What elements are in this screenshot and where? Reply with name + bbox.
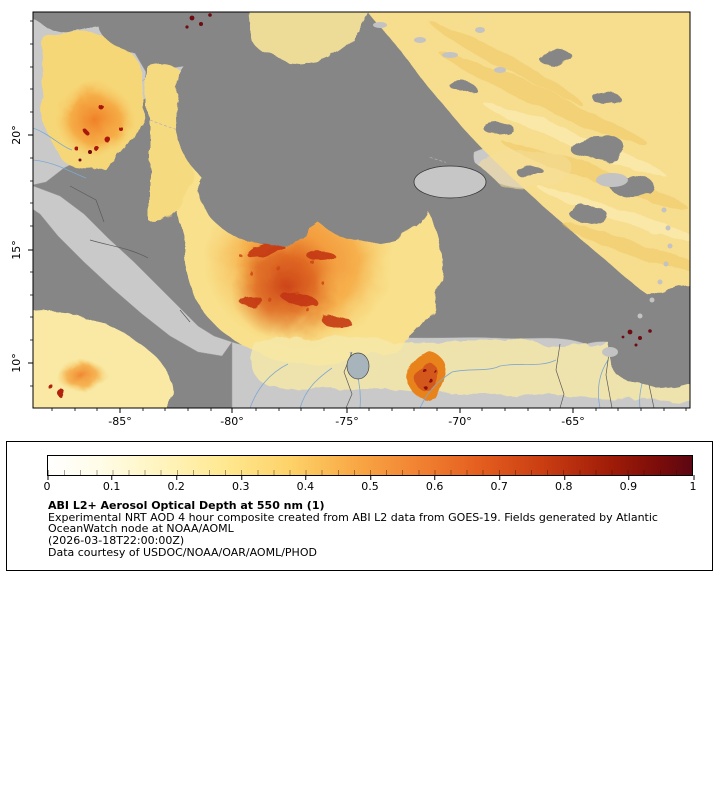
x-tick-label-2: -75° [335,415,358,428]
colorbar-tick-10: 1 [689,475,697,493]
outlined-cloud-patch [413,165,487,199]
colorbar-tick-3: 0.3 [232,475,250,493]
colorbar-tick-4: 0.4 [296,475,315,493]
legend-panel: 0 0.1 0.2 0.3 0.4 0.5 0.6 0.7 0.8 0.9 1 … [6,441,713,571]
small-islands [373,22,673,357]
legend-description: Experimental NRT AOD 4 hour composite cr… [48,510,658,535]
legend-timestamp: (2026-03-18T22:00:00Z) [48,533,185,547]
aod-plume-red-streaks [238,241,351,327]
colorbar-segment-ticks [48,470,692,475]
land-puerto-rico [596,173,628,187]
extreme-aod-specks [78,13,652,347]
colorbar-tick-8: 0.8 [555,475,573,493]
lake-maracaibo [346,352,370,380]
aod-yucatan-orange-core [55,82,135,158]
aod-topcenter-field [246,12,369,64]
legend-title: ABI L2+ Aerosol Optical Depth at 550 nm … [48,499,325,512]
aod-venezuela-blob [408,352,448,400]
colorbar-tick-5: 0.5 [361,475,379,493]
aod-map: -85° -80° -75° -70° -65° 20° 15° 10° [10,11,691,428]
plot-frame [32,11,691,409]
legend-courtesy: Data courtesy of USDOC/NOAA/OAR/AOML/PHO… [48,546,317,559]
aod-south-coast-band [252,336,690,404]
x-tick-label-3: -70° [448,415,471,428]
colorbar-tick-7: 0.7 [490,475,508,493]
aod-pacific-orange [56,360,108,392]
y-tick-label-0: 20° [10,125,23,145]
x-tick-label-1: -80° [220,415,243,428]
colorbar-tick-6: 0.6 [425,475,444,493]
land-central-america [33,185,233,357]
axis-ticks [28,20,687,413]
colorbar-ticks: 0 0.1 0.2 0.3 0.4 0.5 0.6 0.7 0.8 0.9 1 [43,475,697,494]
x-tick-label-0: -85° [108,415,131,428]
colorbar-tick-1: 0.1 [102,475,121,493]
aod-yucatan-red-specks [74,103,122,151]
colorbar-gradient [47,455,693,476]
y-tick-label-1: 15° [10,240,23,260]
x-tick-label-4: -65° [561,415,584,428]
colorbar-tick-0: 0 [43,475,51,493]
colorbar-tick-9: 0.9 [619,475,638,493]
aod-plume-red-core [230,230,340,340]
colorbar-tick-2: 0.2 [167,475,185,493]
y-tick-label-2: 10° [10,353,23,373]
land-trinidad [602,347,618,357]
